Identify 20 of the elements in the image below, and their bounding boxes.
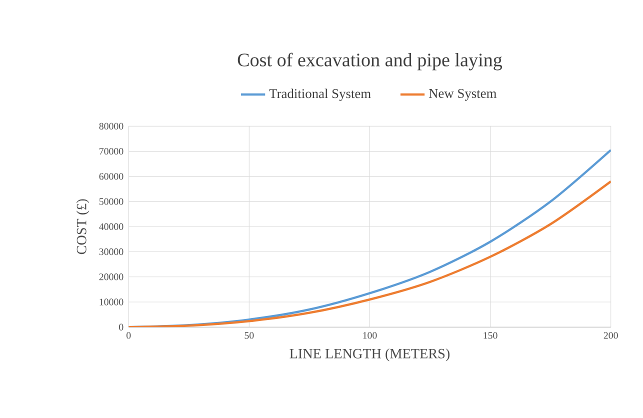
- line-series: [128, 180, 611, 328]
- y-axis-title: COST (£): [76, 199, 90, 254]
- legend-label: Traditional System: [269, 88, 371, 101]
- x-tick-label: 50: [244, 332, 254, 339]
- y-tick-label: 0: [119, 324, 124, 330]
- legend-label: New System: [428, 88, 497, 101]
- y-tick-label: 80000: [99, 122, 124, 130]
- chart-title: Cost of excavation and pipe laying: [238, 52, 502, 70]
- x-axis-title: LINE LENGTH (METERS): [290, 348, 450, 362]
- y-tick-label: 20000: [99, 274, 124, 280]
- y-tick-label: 40000: [99, 223, 124, 230]
- x-tick-label: 100: [363, 332, 377, 339]
- y-tick-label: 70000: [100, 148, 124, 155]
- y-tick-label: 60000: [99, 173, 124, 180]
- y-tick-label: 50000: [99, 198, 124, 205]
- x-tick-label: 150: [484, 332, 498, 339]
- x-tick-label: 200: [604, 332, 618, 339]
- y-tick-label: 10000: [100, 298, 124, 306]
- x-tick-label: 0: [126, 332, 131, 339]
- y-tick-label: 30000: [99, 248, 124, 256]
